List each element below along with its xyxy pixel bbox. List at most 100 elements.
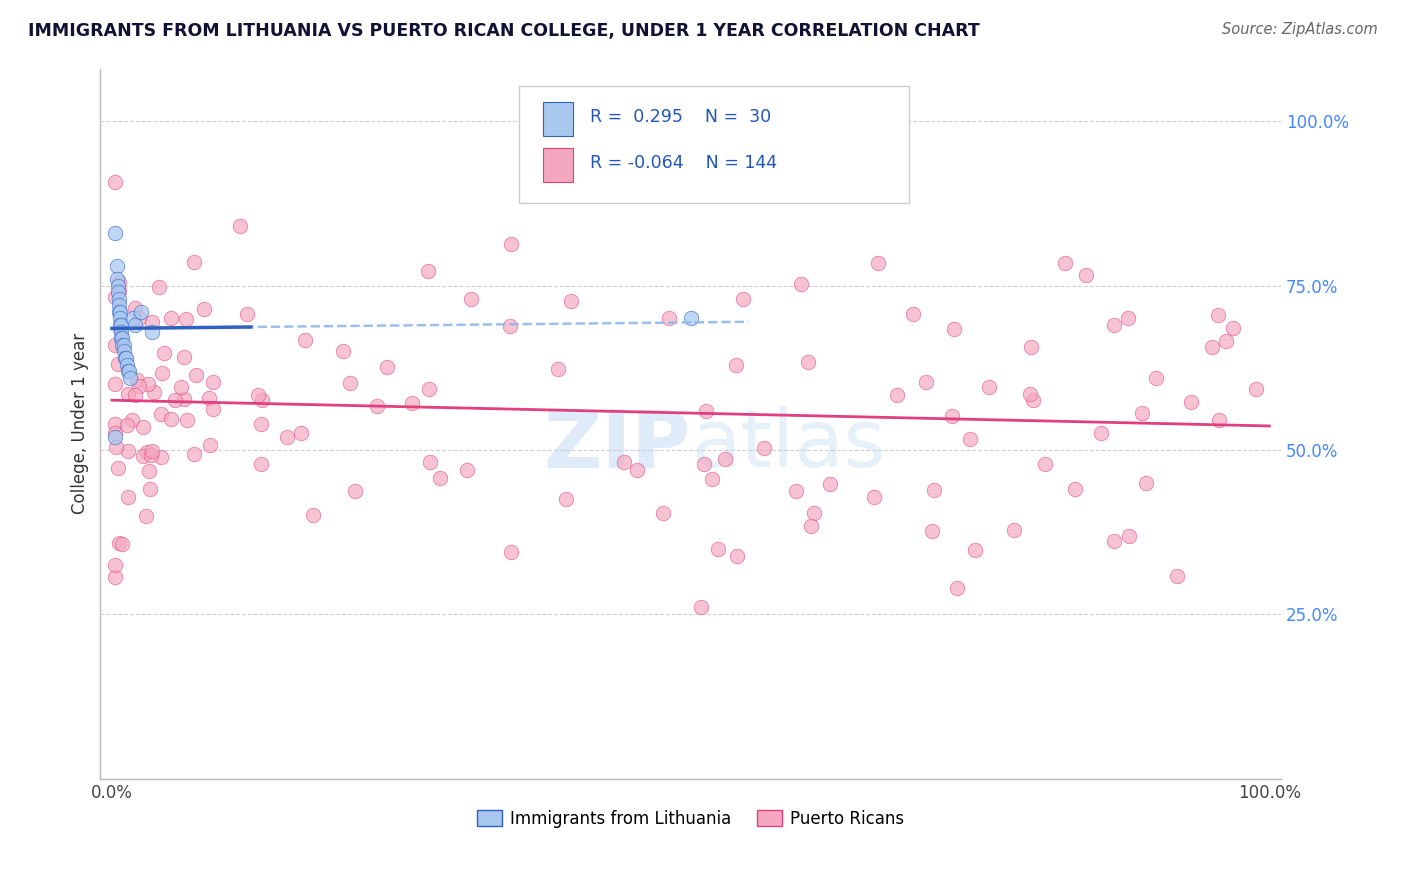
Point — [725, 549, 748, 563]
Point — [120, 370, 142, 384]
Point — [731, 292, 754, 306]
Point — [344, 484, 367, 499]
Point — [249, 417, 271, 431]
Text: R = -0.064    N = 144: R = -0.064 N = 144 — [591, 154, 778, 172]
Point — [174, 312, 197, 326]
FancyBboxPatch shape — [543, 148, 572, 182]
Point — [1215, 334, 1237, 349]
Point — [104, 558, 127, 573]
Y-axis label: College, Under 1 year: College, Under 1 year — [72, 333, 89, 515]
Point — [332, 343, 354, 358]
Point — [921, 524, 943, 538]
Point — [139, 448, 162, 462]
Point — [108, 311, 131, 326]
Text: ZIP: ZIP — [543, 406, 690, 484]
Point — [886, 388, 908, 402]
Point — [108, 298, 131, 312]
Point — [658, 311, 681, 326]
Point — [124, 301, 146, 315]
Point — [613, 455, 636, 469]
Point — [945, 581, 967, 595]
Point — [104, 417, 127, 432]
Point — [111, 331, 134, 345]
Point — [131, 449, 153, 463]
Point — [963, 543, 986, 558]
Point — [803, 506, 825, 520]
Point — [785, 483, 807, 498]
Point — [104, 175, 127, 189]
Point — [117, 491, 139, 505]
Point — [148, 279, 170, 293]
Point — [1090, 426, 1112, 441]
Point — [117, 387, 139, 401]
Point — [1102, 533, 1125, 548]
Point — [418, 382, 440, 396]
Point — [139, 482, 162, 496]
Point — [110, 331, 132, 345]
Point — [150, 450, 173, 464]
Point — [652, 506, 675, 520]
Point — [1201, 340, 1223, 354]
Point — [124, 318, 146, 332]
Point — [366, 399, 388, 413]
Point — [135, 509, 157, 524]
Point — [1135, 476, 1157, 491]
Point — [200, 438, 222, 452]
Point — [339, 376, 361, 390]
Point — [1054, 256, 1077, 270]
Point — [111, 537, 134, 551]
Point — [132, 419, 155, 434]
Point — [1102, 318, 1125, 333]
Point — [128, 379, 150, 393]
Point — [129, 305, 152, 319]
Point — [170, 380, 193, 394]
Point — [941, 409, 963, 423]
Point — [789, 277, 811, 291]
Point — [108, 292, 131, 306]
Point — [418, 264, 440, 278]
Point — [117, 444, 139, 458]
Point — [290, 425, 312, 440]
Point — [186, 368, 208, 383]
Point — [105, 259, 128, 273]
Point — [107, 357, 129, 371]
Point — [104, 570, 127, 584]
Point — [250, 393, 273, 408]
Point — [294, 333, 316, 347]
Point — [108, 322, 131, 336]
Point — [246, 388, 269, 402]
Point — [128, 311, 150, 326]
Point — [692, 457, 714, 471]
Point — [713, 452, 735, 467]
Point — [112, 338, 135, 352]
Point — [108, 535, 131, 549]
Point — [124, 388, 146, 402]
Point — [107, 461, 129, 475]
Text: IMMIGRANTS FROM LITHUANIA VS PUERTO RICAN COLLEGE, UNDER 1 YEAR CORRELATION CHAR: IMMIGRANTS FROM LITHUANIA VS PUERTO RICA… — [28, 22, 980, 40]
Point — [1244, 382, 1267, 396]
Point — [173, 350, 195, 364]
Point — [456, 463, 478, 477]
Point — [626, 463, 648, 477]
Point — [163, 393, 186, 408]
Point — [1004, 524, 1026, 538]
Point — [250, 457, 273, 471]
Point — [419, 455, 441, 469]
Point — [706, 541, 728, 556]
Point — [141, 444, 163, 458]
Point — [555, 492, 578, 507]
Point — [700, 472, 723, 486]
FancyBboxPatch shape — [519, 87, 910, 203]
Point — [1033, 457, 1056, 471]
Point — [1019, 340, 1042, 354]
Point — [110, 325, 132, 339]
Point — [111, 338, 134, 352]
Legend: Immigrants from Lithuania, Puerto Ricans: Immigrants from Lithuania, Puerto Ricans — [471, 803, 911, 835]
Point — [1222, 321, 1244, 335]
Point — [121, 311, 143, 326]
Point — [1064, 482, 1087, 496]
Point — [797, 355, 820, 369]
Point — [1018, 387, 1040, 401]
Point — [922, 483, 945, 498]
Point — [198, 391, 221, 405]
